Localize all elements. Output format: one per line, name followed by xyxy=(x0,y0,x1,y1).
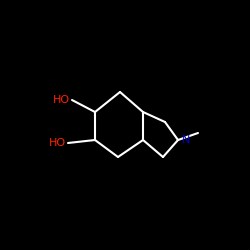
Text: N: N xyxy=(182,135,190,145)
Text: HO: HO xyxy=(49,138,66,148)
Text: HO: HO xyxy=(53,95,70,105)
